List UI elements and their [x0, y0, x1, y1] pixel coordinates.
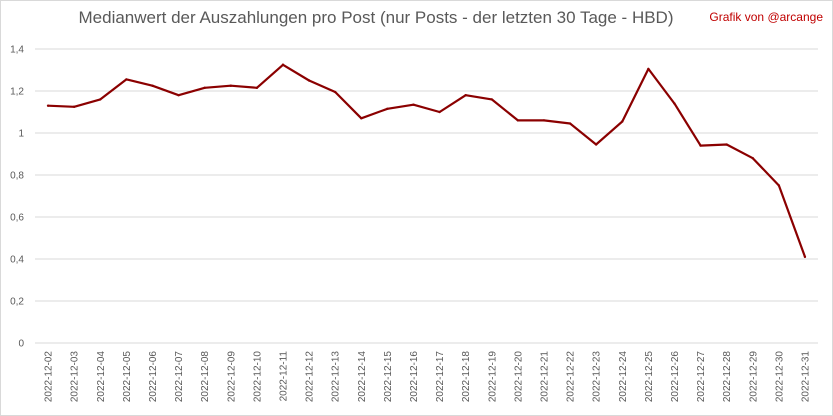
x-tick-label: 2022-12-24 [618, 351, 629, 403]
x-tick-label: 2022-12-17 [435, 351, 446, 403]
data-point [386, 107, 389, 111]
x-tick-label: 2022-12-23 [592, 351, 603, 403]
data-point [203, 86, 206, 90]
data-point [360, 117, 363, 120]
y-tick-label: 1 [18, 129, 24, 140]
y-tick-label: 0,8 [10, 171, 24, 182]
x-tick-label: 2022-12-16 [409, 351, 420, 403]
x-tick-label: 2022-12-26 [670, 351, 681, 403]
x-tick-label: 2022-12-13 [331, 351, 342, 403]
y-tick-label: 0,2 [10, 297, 24, 308]
data-point [751, 157, 754, 160]
series-layer [46, 63, 807, 259]
series-line [47, 63, 807, 258]
x-tick-label: 2022-12-20 [513, 351, 524, 403]
data-point [125, 78, 128, 81]
data-point [307, 79, 311, 82]
x-tick-label: 2022-12-08 [200, 351, 211, 403]
x-tick-label: 2022-12-15 [383, 351, 394, 403]
y-tick-label: 0,4 [10, 255, 24, 266]
data-point [281, 63, 285, 66]
data-point [542, 119, 546, 122]
x-tick-label: 2022-12-11 [278, 351, 289, 402]
x-tick-label: 2022-12-03 [70, 351, 81, 403]
gridlines [35, 48, 818, 344]
x-tick-label: 2022-12-29 [748, 351, 759, 403]
data-point [803, 255, 807, 259]
data-point [412, 103, 415, 106]
data-point [777, 184, 781, 187]
data-point [568, 122, 572, 125]
x-tick-label: 2022-12-22 [566, 351, 577, 403]
y-axis-ticks: 0 0,2 0,4 0,6 0,8 1 1,2 1,4 [10, 45, 24, 350]
data-point [516, 119, 520, 122]
data-point [177, 94, 180, 97]
data-point [621, 120, 624, 123]
x-tick-label: 2022-12-21 [539, 351, 550, 403]
x-tick-label: 2022-12-09 [226, 351, 237, 403]
y-tick-label: 0 [18, 339, 24, 350]
data-point [725, 143, 728, 146]
x-tick-label: 2022-12-05 [122, 351, 133, 403]
x-tick-label: 2022-12-12 [305, 351, 316, 403]
x-tick-label: 2022-12-07 [174, 351, 185, 403]
x-tick-label: 2022-12-27 [696, 351, 707, 403]
x-tick-label: 2022-12-30 [774, 351, 785, 403]
x-tick-label: 2022-12-28 [722, 351, 733, 403]
data-point [151, 84, 154, 87]
credit-label: Grafik von @arcange [709, 10, 823, 24]
x-tick-label: 2022-12-25 [644, 351, 655, 403]
data-point [464, 94, 467, 97]
x-tick-label: 2022-12-18 [461, 351, 472, 403]
data-point [72, 105, 76, 108]
x-tick-label: 2022-12-04 [96, 351, 107, 403]
y-tick-label: 1,2 [10, 87, 24, 98]
x-axis-ticks: 2022-12-02 2022-12-03 2022-12-04 2022-12-05… [44, 351, 812, 403]
data-point [594, 143, 598, 146]
data-point [673, 102, 676, 105]
x-tick-label: 2022-12-10 [252, 351, 263, 403]
y-tick-label: 1,4 [10, 45, 24, 56]
chart-title: Medianwert der Auszahlungen pro Post (nu… [78, 8, 674, 27]
x-tick-label: 2022-12-02 [44, 351, 55, 403]
x-tick-label: 2022-12-06 [148, 351, 159, 403]
data-point [229, 84, 232, 87]
data-point [255, 86, 259, 90]
data-point [647, 67, 650, 71]
data-point [438, 110, 441, 114]
data-point [46, 104, 50, 107]
data-point [490, 98, 493, 101]
data-point [333, 90, 337, 94]
data-point [99, 98, 102, 101]
x-tick-label: 2022-12-31 [800, 351, 811, 403]
y-tick-label: 0,6 [10, 213, 24, 224]
data-point [699, 144, 702, 147]
x-tick-label: 2022-12-19 [487, 351, 498, 403]
x-tick-label: 2022-12-14 [357, 351, 368, 403]
